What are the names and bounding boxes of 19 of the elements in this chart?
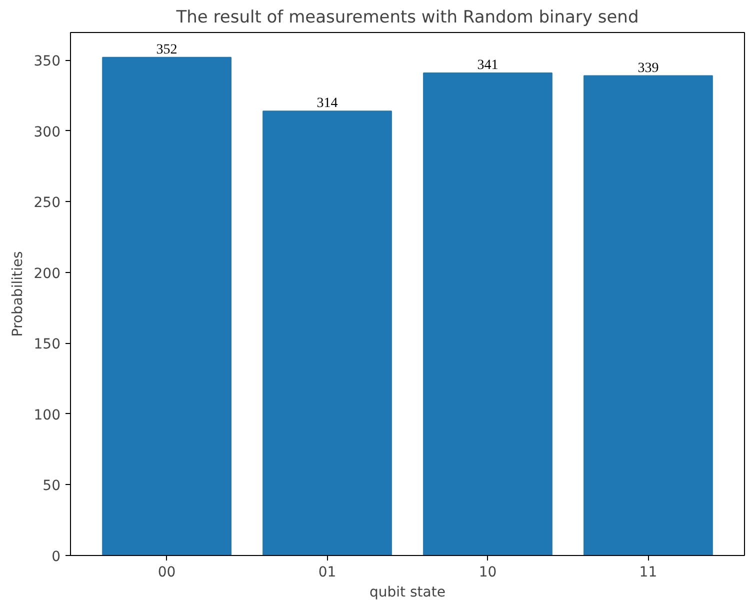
chart-title: The result of measurements with Random binary send [175,8,639,28]
x-tick-label: 00 [158,564,176,580]
data-label: 341 [477,58,498,73]
y-tick-label: 300 [34,124,61,140]
y-tick-label: 350 [34,54,61,70]
y-tick-label: 0 [52,549,61,565]
x-tick-label: 11 [639,564,658,580]
data-label: 339 [638,60,659,76]
x-axis-title: qubit state [370,584,446,600]
x-tick-label: 01 [318,564,336,580]
y-tick-label: 50 [42,478,61,494]
y-tick-label: 150 [34,336,61,353]
y-tick-label: 200 [34,266,61,282]
data-label: 314 [316,96,338,112]
y-tick-label: 250 [34,195,61,212]
data-label: 352 [156,42,178,58]
y-axis-title: Probabilities [10,251,26,337]
y-tick-label: 100 [34,407,61,424]
x-tick-label: 10 [478,564,497,580]
